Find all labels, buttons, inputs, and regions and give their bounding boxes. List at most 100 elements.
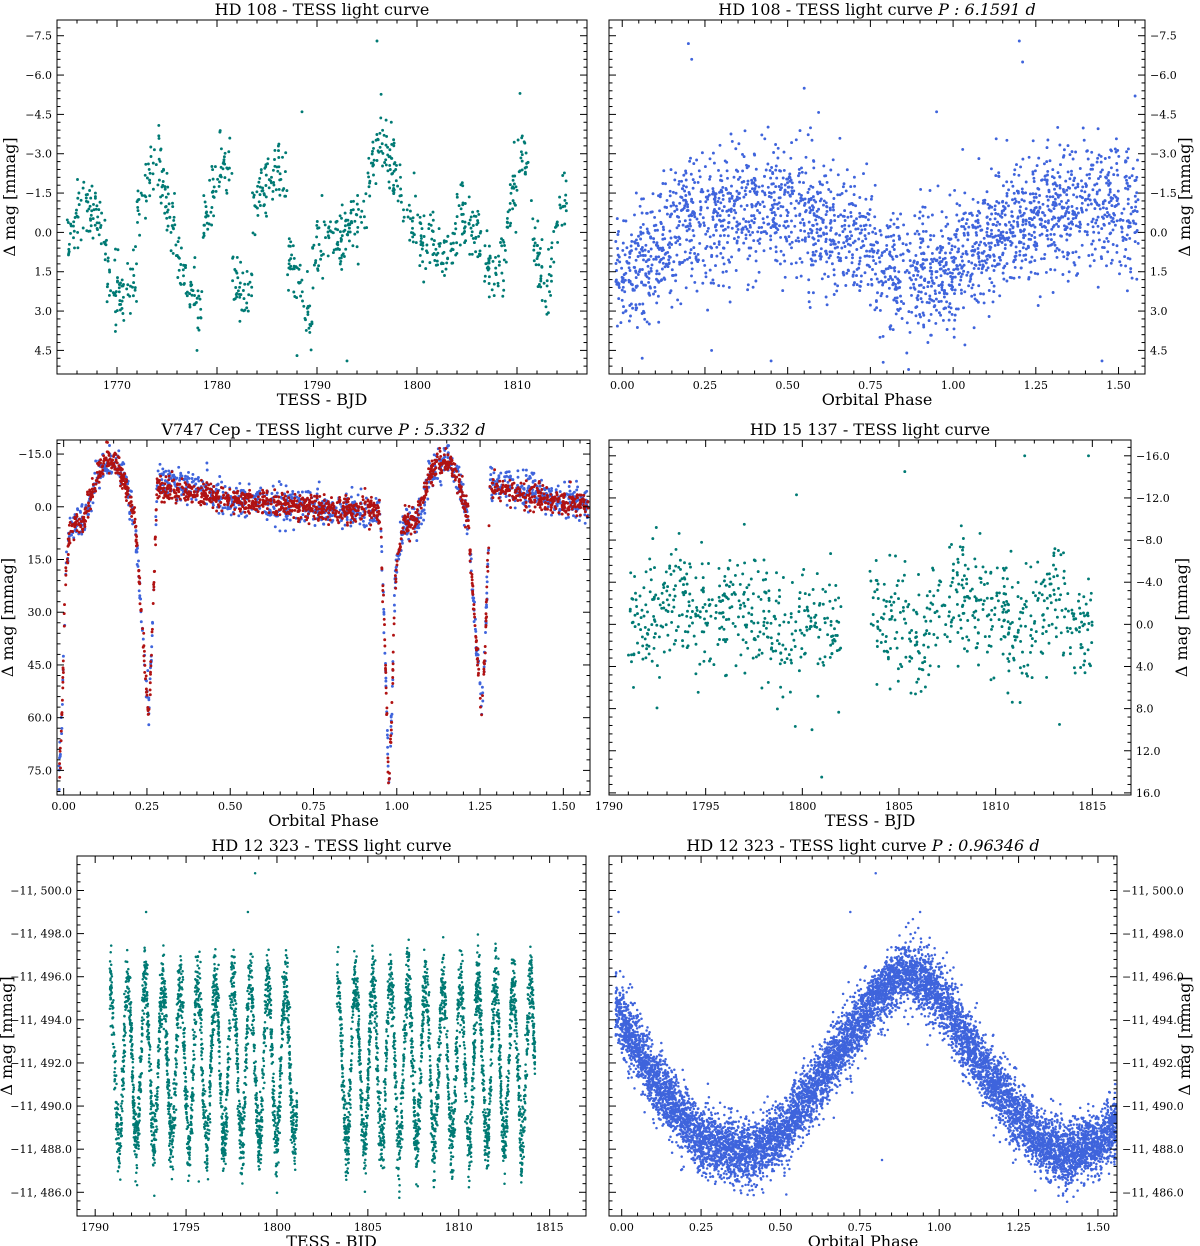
data-point [994,137,998,141]
data-point [176,255,180,259]
data-point [89,213,93,217]
data-point [624,219,628,223]
data-point [1136,241,1140,245]
data-point [526,161,530,165]
data-point [202,231,206,235]
data-point [1000,209,1004,213]
data-point [908,259,912,263]
data-point [395,163,398,167]
data-point [284,484,288,488]
data-point [1099,170,1103,174]
data-point [741,169,745,173]
data-point [874,232,878,236]
data-point [766,125,770,129]
data-point [814,249,818,253]
data-point [684,194,688,197]
data-point [1046,204,1050,208]
data-point [159,195,163,199]
data-point [485,580,489,584]
data-point [1062,148,1066,152]
data-point [212,214,216,218]
data-point [421,260,425,264]
data-point [726,225,730,229]
data-point [769,191,773,195]
data-point [836,284,840,288]
data-point [771,218,775,222]
data-point [289,240,293,244]
data-point [193,302,197,306]
y-tick-label: −6.0 [25,69,52,82]
data-point [272,183,276,187]
data-point [245,301,249,305]
data-point [955,213,959,217]
data-point [1045,233,1049,237]
data-point [1062,206,1066,210]
data-point [974,241,978,244]
data-point [787,185,791,189]
data-point [887,278,891,282]
data-point [693,215,697,219]
data-point [1128,176,1132,180]
data-point [627,266,631,270]
data-point [993,243,997,247]
data-point [929,238,932,242]
data-point [166,224,170,228]
data-point [620,288,624,292]
data-point [997,174,1001,178]
data-point [300,290,304,294]
data-point [1134,205,1138,209]
data-point [197,328,201,332]
data-point [261,189,265,193]
data-point [773,213,777,217]
data-point [1124,160,1127,164]
y-tick-label: −1.5 [25,187,52,200]
data-point [371,161,375,165]
data-point [188,292,192,296]
data-point [706,197,710,201]
data-point [176,276,180,279]
data-point [289,264,293,268]
data-point [433,259,437,262]
data-point [997,262,1001,266]
data-point [1115,162,1119,165]
data-point [727,285,731,289]
data-point [434,263,438,267]
data-point [735,230,739,234]
data-point [1030,255,1034,259]
data-point [824,240,828,244]
data-point [1108,232,1112,236]
data-point [88,204,92,208]
data-point [533,226,537,230]
data-point [500,244,504,248]
data-point [744,237,748,240]
data-point [750,214,754,218]
data-point [770,166,774,169]
data-point [422,508,426,512]
data-point [682,173,686,177]
data-point [896,217,899,221]
data-point [514,185,518,189]
data-point [688,222,692,226]
data-point [264,184,268,187]
data-point [1125,233,1129,237]
data-point [366,171,370,175]
data-point [809,263,813,267]
data-point [201,235,205,239]
data-point [93,191,97,195]
data-point [231,255,235,259]
data-point [187,476,191,480]
data-point [116,276,119,280]
data-point [1135,229,1139,232]
data-point [223,151,227,155]
data-point [394,179,398,183]
data-point [628,255,632,259]
data-point [672,203,676,207]
data-point [869,197,873,201]
data-point [192,479,195,483]
data-point [539,279,543,283]
data-point [1091,167,1094,171]
data-point [165,171,169,175]
data-point [73,246,76,250]
data-point [960,266,964,270]
data-point [685,238,689,242]
